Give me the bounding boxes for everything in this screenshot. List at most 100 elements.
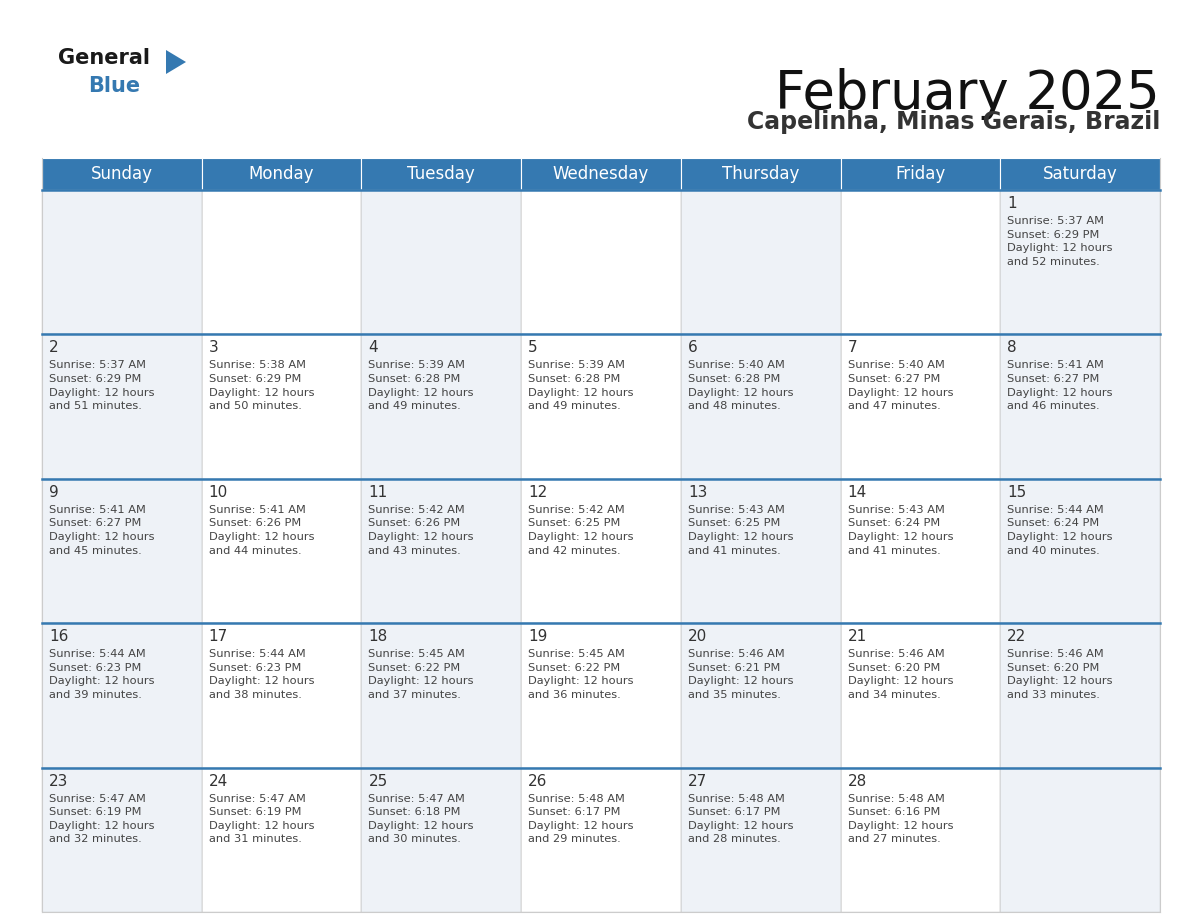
Bar [522,623,681,767]
Text: Sunrise: 5:41 AM
Sunset: 6:26 PM
Daylight: 12 hours
and 44 minutes.: Sunrise: 5:41 AM Sunset: 6:26 PM Dayligh… [209,505,314,555]
Text: Sunrise: 5:44 AM
Sunset: 6:24 PM
Daylight: 12 hours
and 40 minutes.: Sunrise: 5:44 AM Sunset: 6:24 PM Dayligh… [1007,505,1113,555]
Bar [361,158,522,190]
Text: 3: 3 [209,341,219,355]
Bar [361,334,522,479]
Bar [841,479,1000,623]
Bar [1000,190,1159,334]
Text: 20: 20 [688,629,707,644]
Text: 10: 10 [209,485,228,499]
Bar [1000,158,1159,190]
Text: Sunday: Sunday [90,165,153,183]
Text: 11: 11 [368,485,387,499]
Bar [361,190,522,334]
Bar [841,190,1000,334]
Bar [202,479,361,623]
Bar [841,334,1000,479]
Text: Sunrise: 5:47 AM
Sunset: 6:19 PM
Daylight: 12 hours
and 32 minutes.: Sunrise: 5:47 AM Sunset: 6:19 PM Dayligh… [49,793,154,845]
Text: Sunrise: 5:43 AM
Sunset: 6:24 PM
Daylight: 12 hours
and 41 minutes.: Sunrise: 5:43 AM Sunset: 6:24 PM Dayligh… [847,505,953,555]
Text: Sunrise: 5:39 AM
Sunset: 6:28 PM
Daylight: 12 hours
and 49 minutes.: Sunrise: 5:39 AM Sunset: 6:28 PM Dayligh… [368,361,474,411]
Bar [42,623,202,767]
Text: 28: 28 [847,774,867,789]
Text: Sunrise: 5:41 AM
Sunset: 6:27 PM
Daylight: 12 hours
and 46 minutes.: Sunrise: 5:41 AM Sunset: 6:27 PM Dayligh… [1007,361,1113,411]
Bar [42,334,202,479]
Bar [841,158,1000,190]
Text: Sunrise: 5:45 AM
Sunset: 6:22 PM
Daylight: 12 hours
and 36 minutes.: Sunrise: 5:45 AM Sunset: 6:22 PM Dayligh… [529,649,633,700]
Polygon shape [166,50,187,74]
Text: Sunrise: 5:38 AM
Sunset: 6:29 PM
Daylight: 12 hours
and 50 minutes.: Sunrise: 5:38 AM Sunset: 6:29 PM Dayligh… [209,361,314,411]
Text: Friday: Friday [896,165,946,183]
Bar [42,158,202,190]
Text: Capelinha, Minas Gerais, Brazil: Capelinha, Minas Gerais, Brazil [746,110,1159,134]
Text: Wednesday: Wednesday [552,165,649,183]
Text: 18: 18 [368,629,387,644]
Bar [522,479,681,623]
Bar [202,334,361,479]
Text: Sunrise: 5:37 AM
Sunset: 6:29 PM
Daylight: 12 hours
and 51 minutes.: Sunrise: 5:37 AM Sunset: 6:29 PM Dayligh… [49,361,154,411]
Text: Sunrise: 5:48 AM
Sunset: 6:17 PM
Daylight: 12 hours
and 28 minutes.: Sunrise: 5:48 AM Sunset: 6:17 PM Dayligh… [688,793,794,845]
Text: Sunrise: 5:39 AM
Sunset: 6:28 PM
Daylight: 12 hours
and 49 minutes.: Sunrise: 5:39 AM Sunset: 6:28 PM Dayligh… [529,361,633,411]
Text: Sunrise: 5:46 AM
Sunset: 6:21 PM
Daylight: 12 hours
and 35 minutes.: Sunrise: 5:46 AM Sunset: 6:21 PM Dayligh… [688,649,794,700]
Bar [361,479,522,623]
Text: Sunrise: 5:44 AM
Sunset: 6:23 PM
Daylight: 12 hours
and 38 minutes.: Sunrise: 5:44 AM Sunset: 6:23 PM Dayligh… [209,649,314,700]
Bar [202,158,361,190]
Bar [361,767,522,912]
Bar [202,190,361,334]
Text: 16: 16 [49,629,69,644]
Text: Sunrise: 5:44 AM
Sunset: 6:23 PM
Daylight: 12 hours
and 39 minutes.: Sunrise: 5:44 AM Sunset: 6:23 PM Dayligh… [49,649,154,700]
Bar [1000,767,1159,912]
Text: 26: 26 [529,774,548,789]
Bar [681,190,841,334]
Text: Sunrise: 5:46 AM
Sunset: 6:20 PM
Daylight: 12 hours
and 33 minutes.: Sunrise: 5:46 AM Sunset: 6:20 PM Dayligh… [1007,649,1113,700]
Text: 12: 12 [529,485,548,499]
Text: 27: 27 [688,774,707,789]
Text: 14: 14 [847,485,867,499]
Text: 5: 5 [529,341,538,355]
Bar [681,767,841,912]
Text: 15: 15 [1007,485,1026,499]
Bar [42,190,202,334]
Text: General: General [58,48,150,68]
Text: 21: 21 [847,629,867,644]
Text: February 2025: February 2025 [776,68,1159,120]
Text: Sunrise: 5:48 AM
Sunset: 6:17 PM
Daylight: 12 hours
and 29 minutes.: Sunrise: 5:48 AM Sunset: 6:17 PM Dayligh… [529,793,633,845]
Text: Monday: Monday [248,165,315,183]
Text: 4: 4 [368,341,378,355]
Bar [42,479,202,623]
Bar [1000,479,1159,623]
Text: Sunrise: 5:47 AM
Sunset: 6:18 PM
Daylight: 12 hours
and 30 minutes.: Sunrise: 5:47 AM Sunset: 6:18 PM Dayligh… [368,793,474,845]
Text: Sunrise: 5:40 AM
Sunset: 6:28 PM
Daylight: 12 hours
and 48 minutes.: Sunrise: 5:40 AM Sunset: 6:28 PM Dayligh… [688,361,794,411]
Text: 13: 13 [688,485,707,499]
Text: 8: 8 [1007,341,1017,355]
Text: Sunrise: 5:47 AM
Sunset: 6:19 PM
Daylight: 12 hours
and 31 minutes.: Sunrise: 5:47 AM Sunset: 6:19 PM Dayligh… [209,793,314,845]
Text: Sunrise: 5:45 AM
Sunset: 6:22 PM
Daylight: 12 hours
and 37 minutes.: Sunrise: 5:45 AM Sunset: 6:22 PM Dayligh… [368,649,474,700]
Text: Thursday: Thursday [722,165,800,183]
Bar [681,623,841,767]
Text: 24: 24 [209,774,228,789]
Text: 6: 6 [688,341,697,355]
Text: 22: 22 [1007,629,1026,644]
Bar [1000,623,1159,767]
Text: Tuesday: Tuesday [407,165,475,183]
Text: Blue: Blue [88,76,140,96]
Text: 17: 17 [209,629,228,644]
Text: 9: 9 [49,485,58,499]
Bar [1000,334,1159,479]
Text: 25: 25 [368,774,387,789]
Text: 19: 19 [529,629,548,644]
Bar [522,767,681,912]
Text: Sunrise: 5:46 AM
Sunset: 6:20 PM
Daylight: 12 hours
and 34 minutes.: Sunrise: 5:46 AM Sunset: 6:20 PM Dayligh… [847,649,953,700]
Text: Sunrise: 5:42 AM
Sunset: 6:26 PM
Daylight: 12 hours
and 43 minutes.: Sunrise: 5:42 AM Sunset: 6:26 PM Dayligh… [368,505,474,555]
Text: 2: 2 [49,341,58,355]
Bar [522,190,681,334]
Bar [681,158,841,190]
Text: Sunrise: 5:42 AM
Sunset: 6:25 PM
Daylight: 12 hours
and 42 minutes.: Sunrise: 5:42 AM Sunset: 6:25 PM Dayligh… [529,505,633,555]
Text: Sunrise: 5:41 AM
Sunset: 6:27 PM
Daylight: 12 hours
and 45 minutes.: Sunrise: 5:41 AM Sunset: 6:27 PM Dayligh… [49,505,154,555]
Bar [202,767,361,912]
Text: 1: 1 [1007,196,1017,211]
Bar [522,158,681,190]
Bar [202,623,361,767]
Text: Sunrise: 5:37 AM
Sunset: 6:29 PM
Daylight: 12 hours
and 52 minutes.: Sunrise: 5:37 AM Sunset: 6:29 PM Dayligh… [1007,216,1113,267]
Text: Sunrise: 5:48 AM
Sunset: 6:16 PM
Daylight: 12 hours
and 27 minutes.: Sunrise: 5:48 AM Sunset: 6:16 PM Dayligh… [847,793,953,845]
Text: 23: 23 [49,774,69,789]
Bar [681,334,841,479]
